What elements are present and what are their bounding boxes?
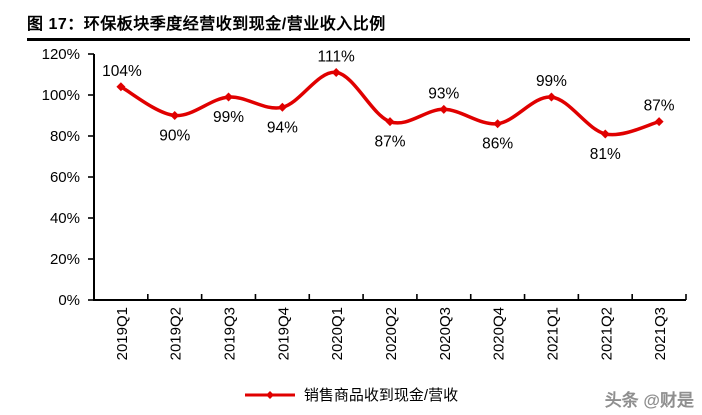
y-axis-tick-label: 20% [50, 251, 80, 268]
data-point-label: 87% [374, 134, 405, 151]
x-axis-category-label: 2019Q1 [114, 307, 131, 360]
data-point-marker [546, 92, 556, 102]
y-axis-tick-label: 60% [50, 169, 80, 186]
figure-title: 图 17：环保板块季度经营收到现金/营业收入比例 [27, 16, 386, 33]
y-axis-tick-label: 0% [58, 292, 80, 309]
data-point-label: 94% [267, 119, 298, 136]
data-point-label: 87% [644, 98, 675, 115]
y-axis-tick-label: 120% [42, 46, 80, 63]
x-axis-category-label: 2020Q4 [491, 307, 508, 360]
y-axis-tick-label: 100% [42, 87, 80, 104]
data-point-marker [439, 104, 449, 114]
x-axis-category-label: 2021Q1 [544, 307, 561, 360]
data-point-marker [600, 129, 610, 139]
data-point-marker [277, 102, 287, 112]
data-point-label: 99% [213, 109, 244, 126]
data-point-marker [654, 117, 664, 127]
x-axis-category-label: 2019Q4 [275, 307, 292, 360]
chart-legend: 销售商品收到现金/营收 [0, 384, 702, 405]
data-point-label: 90% [159, 128, 190, 145]
data-point-marker [116, 82, 126, 92]
data-point-marker [224, 92, 234, 102]
watermark-text: 头条 @财是 [604, 391, 694, 410]
data-point-label: 93% [428, 85, 459, 102]
data-point-marker [331, 67, 341, 77]
data-point-label: 99% [536, 73, 567, 90]
data-point-label: 86% [482, 136, 513, 153]
data-point-label: 104% [102, 63, 142, 80]
data-point-label: 81% [590, 146, 621, 163]
x-axis-category-label: 2021Q3 [652, 307, 669, 360]
x-axis-category-label: 2020Q3 [437, 307, 454, 360]
x-axis-category-label: 2019Q2 [168, 307, 185, 360]
x-axis-category-label: 2019Q3 [222, 307, 239, 360]
y-axis-tick-label: 40% [50, 210, 80, 227]
line-chart-canvas: 0% 20% 40% 60% 80% 100% 120% 2019Q1 2019Q2 2019Q3… [42, 46, 687, 360]
title-underline [27, 38, 690, 41]
legend-line-marker-icon [244, 390, 295, 399]
x-axis-category-label: 2020Q2 [383, 307, 400, 360]
data-point-marker [170, 111, 180, 120]
x-axis-category-label: 2021Q2 [598, 307, 615, 360]
data-point-marker [385, 117, 395, 127]
data-point-label: 111% [318, 48, 356, 65]
legend-diamond-marker [265, 390, 274, 399]
legend-series-label: 销售商品收到现金/营收 [303, 387, 459, 404]
y-axis-tick-label: 80% [50, 128, 80, 145]
data-point-marker [493, 119, 503, 129]
x-axis-category-label: 2020Q1 [329, 307, 346, 360]
